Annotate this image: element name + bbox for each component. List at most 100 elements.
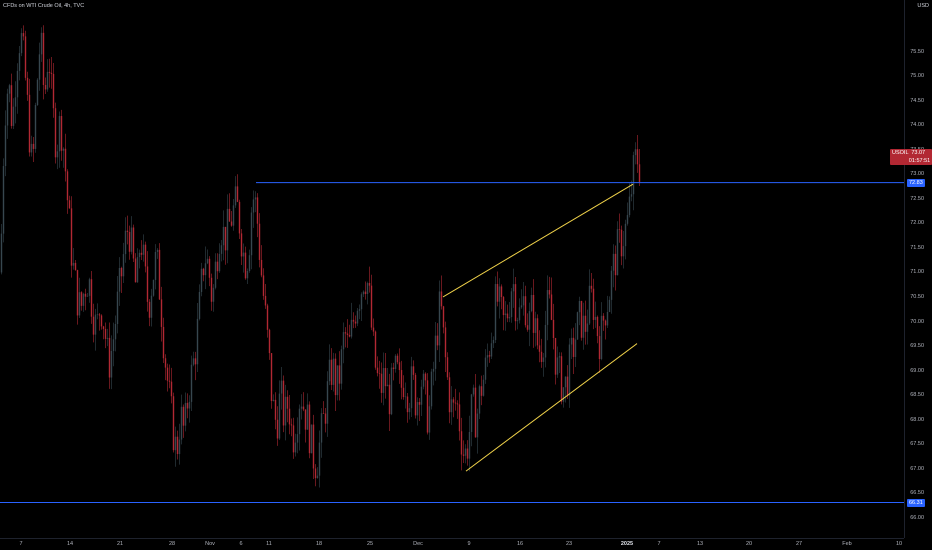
candle-body	[44, 84, 47, 90]
price-tick-label: 68.00	[910, 416, 924, 423]
resistance-price-tag: 72.83	[907, 178, 925, 187]
candle-body	[494, 284, 497, 340]
candle-body	[374, 331, 377, 368]
candle-body	[320, 413, 323, 443]
candle-body	[518, 307, 521, 321]
support-price-tag: 66.31	[907, 498, 925, 507]
candle-body	[398, 362, 401, 371]
candle-body	[132, 227, 135, 259]
candle-body	[468, 431, 471, 459]
candle-body	[156, 249, 159, 252]
channel-upper-line[interactable]	[442, 183, 634, 298]
price-tick-label: 66.00	[910, 514, 924, 521]
candle-body	[294, 442, 297, 453]
candle-body	[362, 291, 365, 295]
candle-body	[416, 402, 419, 416]
candle-body	[496, 284, 499, 302]
candle-body	[272, 399, 275, 401]
candle-body	[506, 313, 509, 319]
candle-body	[386, 384, 389, 387]
candle-body	[582, 315, 585, 338]
candle-body	[218, 253, 221, 272]
candle-body	[54, 108, 57, 158]
candle-body	[366, 283, 369, 295]
candle-body	[490, 343, 493, 357]
candle-body	[94, 314, 97, 335]
candle-body	[382, 368, 385, 393]
candle-body	[0, 233, 3, 273]
candle-body	[472, 387, 475, 395]
time-tick-label: 7	[657, 541, 661, 547]
candle-body	[572, 337, 575, 357]
candle-body	[484, 357, 487, 380]
candle-body	[28, 94, 31, 153]
candle-body	[310, 424, 313, 454]
candle-body	[502, 297, 505, 316]
candle-body	[408, 408, 411, 413]
candle-body	[138, 252, 141, 258]
candle-body	[22, 33, 25, 37]
candle-body	[286, 396, 289, 409]
candle-body	[458, 404, 461, 432]
time-tick-label: 11	[266, 541, 272, 547]
candle-body	[66, 171, 69, 201]
candle-body	[244, 252, 247, 279]
price-tick-label: 71.50	[910, 244, 924, 251]
time-tick-label: 14	[66, 541, 74, 547]
candle-body	[202, 268, 205, 276]
candle-body	[532, 294, 535, 333]
price-axis-border	[904, 0, 905, 538]
candle-body	[64, 148, 67, 172]
candle-body	[590, 285, 593, 289]
candle-body	[438, 291, 441, 346]
candle-body	[350, 319, 353, 337]
candle-body	[480, 386, 483, 396]
channel-lower-line[interactable]	[465, 343, 638, 472]
candle-body	[600, 315, 603, 360]
candle-body	[380, 373, 383, 393]
candle-body	[116, 291, 119, 325]
candle-body	[428, 406, 431, 433]
candle-body	[332, 358, 335, 385]
candle-body	[550, 294, 553, 320]
candle-body	[478, 386, 481, 414]
time-tick-label: 25	[366, 541, 374, 547]
candle-body	[148, 301, 151, 318]
candle-body	[72, 262, 75, 266]
candle-body	[340, 349, 343, 384]
candle-body	[172, 396, 175, 451]
candle-body	[616, 229, 619, 276]
candle-body	[364, 291, 367, 295]
candle-body	[330, 359, 333, 385]
candle-body	[120, 267, 123, 277]
candle-body	[580, 301, 583, 338]
candle-body	[146, 266, 149, 302]
candle-body	[596, 316, 599, 337]
candle-body	[410, 366, 413, 409]
candle-body	[584, 315, 587, 332]
candle-body	[570, 337, 573, 345]
candle-body	[436, 335, 439, 346]
candle-body	[30, 143, 33, 153]
candle-body	[610, 270, 613, 300]
candle-body	[420, 386, 423, 405]
candle-body	[154, 251, 157, 280]
candle-body	[624, 223, 627, 247]
candle-body	[448, 377, 451, 413]
candle-body	[628, 196, 631, 216]
candle-body	[176, 436, 179, 455]
candle-body	[618, 229, 621, 230]
time-tick-label: 23	[565, 541, 573, 547]
candle-body	[508, 317, 511, 319]
candle-body	[88, 279, 91, 296]
time-tick-label: 20	[745, 541, 753, 547]
candle-body	[370, 285, 373, 328]
candle-body	[406, 396, 409, 413]
candle-body	[558, 356, 561, 358]
candle-body	[594, 316, 597, 320]
time-tick-label: 2025	[620, 541, 634, 547]
candle-body	[630, 194, 633, 197]
candle-body	[230, 221, 233, 226]
